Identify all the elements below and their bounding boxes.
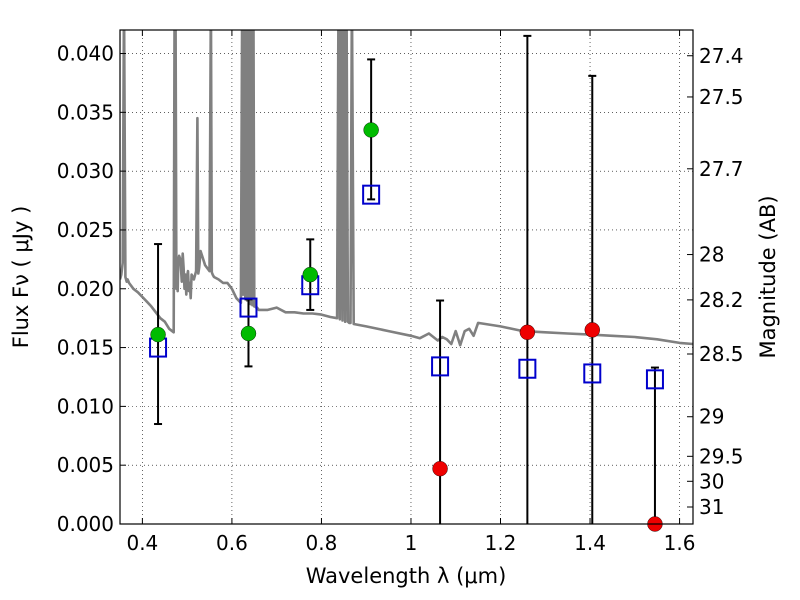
x-tick-label: 1 — [405, 531, 418, 555]
y-tick-label: 0.010 — [57, 394, 114, 418]
y-tick-label: 0.040 — [57, 42, 114, 66]
y2-tick-label: 29 — [699, 405, 724, 429]
x-tick-label: 1.2 — [485, 531, 517, 555]
y2-tick-label: 28.2 — [699, 288, 744, 312]
x-tick-label: 1.4 — [574, 531, 606, 555]
observed-flux-point — [584, 322, 600, 338]
x-tick-label: 1.6 — [664, 531, 696, 555]
model-flux-square — [518, 358, 537, 379]
y-axis-label: Flux Fν ( μJy ) — [9, 206, 33, 349]
model-flux-square — [645, 369, 664, 390]
model-flux-square — [239, 297, 258, 318]
y-tick-label: 0.025 — [57, 218, 114, 242]
y-tick-label: 0.015 — [57, 336, 114, 360]
y-tick-label: 0.035 — [57, 100, 114, 124]
model-flux-square — [362, 184, 381, 205]
y2-axis-label: Magnitude (AB) — [756, 195, 780, 358]
observed-flux-point — [150, 326, 166, 343]
y-tick-label: 0.005 — [57, 453, 114, 477]
plot-background — [120, 30, 693, 524]
marker-layer — [149, 34, 664, 532]
x-tick-label: 0.8 — [306, 531, 338, 555]
y-tick-label: 0.030 — [57, 159, 114, 183]
y-tick-label: 0.000 — [57, 512, 114, 536]
y2-tick-label: 27.5 — [699, 85, 744, 109]
observed-flux-point — [519, 324, 536, 340]
x-axis-label: Wavelength λ (μm) — [306, 564, 507, 588]
y2-tick-label: 30 — [699, 469, 724, 493]
model-flux-square — [583, 363, 602, 384]
y-tick-label: 0.020 — [57, 277, 114, 301]
observed-flux-point — [302, 266, 318, 283]
x-tick-label: 0.6 — [216, 531, 248, 555]
y2-tick-label: 28.5 — [699, 342, 744, 366]
ticks: 0.4 0.6 0.8 1 1.2 1.4 1.6 0.000 0.005 0.010 0.015 0… — [57, 30, 744, 555]
y2-tick-label: 31 — [699, 495, 724, 519]
plot-frame — [119, 29, 694, 525]
y2-tick-label: 28 — [699, 243, 724, 267]
y2-tick-label: 27.4 — [699, 44, 744, 68]
y2-tick-label: 27.7 — [699, 157, 744, 181]
observed-flux-point — [240, 325, 257, 342]
model-flux-square — [431, 356, 450, 377]
observed-flux-point — [432, 461, 448, 477]
x-tick-label: 0.4 — [126, 531, 158, 555]
observed-flux-point — [363, 122, 379, 138]
y2-tick-label: 29.5 — [699, 444, 744, 468]
